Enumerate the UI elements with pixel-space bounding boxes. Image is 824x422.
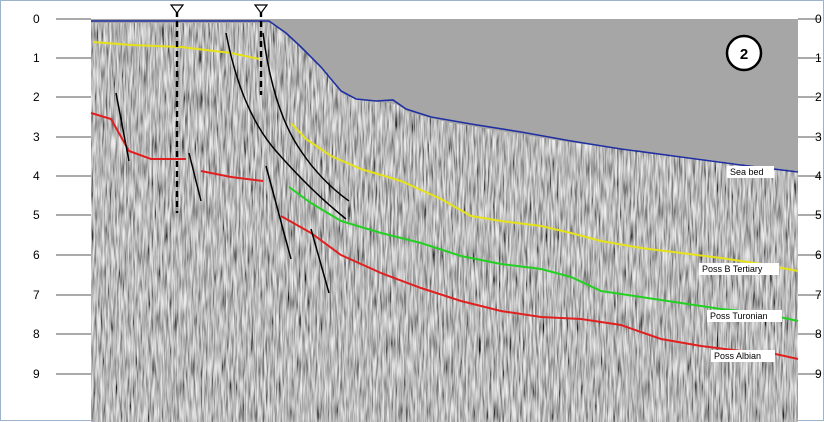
left-tick-2: 2 — [33, 90, 40, 104]
label-poss-turonian: Poss Turonian — [710, 311, 768, 321]
right-tick-5: 5 — [815, 208, 822, 222]
left-tick-8: 8 — [33, 327, 40, 341]
right-tick-7: 7 — [815, 288, 822, 302]
left-tick-0: 0 — [33, 12, 40, 26]
left-tick-5: 5 — [33, 208, 40, 222]
right-tick-2: 2 — [815, 90, 822, 104]
wells — [169, 4, 269, 213]
right-tick-6: 6 — [815, 248, 822, 262]
label-sea-bed: Sea bed — [730, 167, 764, 177]
fault-1 — [115, 92, 130, 162]
left-tick-1: 1 — [33, 51, 40, 65]
horizon-poss-b-tertiary-line — [92, 41, 799, 272]
right-tick-1: 1 — [815, 51, 822, 65]
badge-number: 2 — [740, 46, 748, 63]
right-tick-3: 3 — [815, 130, 822, 144]
right-depth-axis: 0 1 2 3 4 5 6 7 8 9 — [798, 12, 822, 381]
horizon-labels: Sea bed Poss B Tertiary Poss Turonian Po… — [699, 166, 782, 362]
left-depth-axis: 0 1 2 3 4 5 6 7 8 9 — [33, 12, 91, 381]
left-tick-6: 6 — [33, 248, 40, 262]
horizon-sea-bed-line — [91, 20, 799, 173]
fault-5 — [265, 165, 292, 260]
fault-6 — [310, 228, 330, 294]
right-tick-4: 4 — [815, 169, 822, 183]
right-tick-8: 8 — [815, 327, 822, 341]
left-tick-4: 4 — [33, 169, 40, 183]
right-tick-9: 9 — [815, 367, 822, 381]
horizon-poss-turonian-line — [288, 186, 799, 322]
horizon-poss-albian-line — [90, 112, 799, 360]
fault-2 — [188, 152, 202, 202]
figure-number-badge: 2 — [725, 34, 763, 72]
label-poss-albian: Poss Albian — [714, 351, 761, 361]
right-tick-0: 0 — [815, 12, 822, 26]
label-poss-b-tertiary: Poss B Tertiary — [702, 264, 763, 274]
faults — [115, 32, 350, 294]
left-tick-9: 9 — [33, 367, 40, 381]
well-2-marker-icon — [253, 4, 269, 14]
left-tick-7: 7 — [33, 288, 40, 302]
well-1-marker-icon — [169, 4, 185, 14]
left-tick-3: 3 — [33, 130, 40, 144]
fault-4 — [262, 32, 350, 202]
fault-3 — [225, 32, 347, 220]
